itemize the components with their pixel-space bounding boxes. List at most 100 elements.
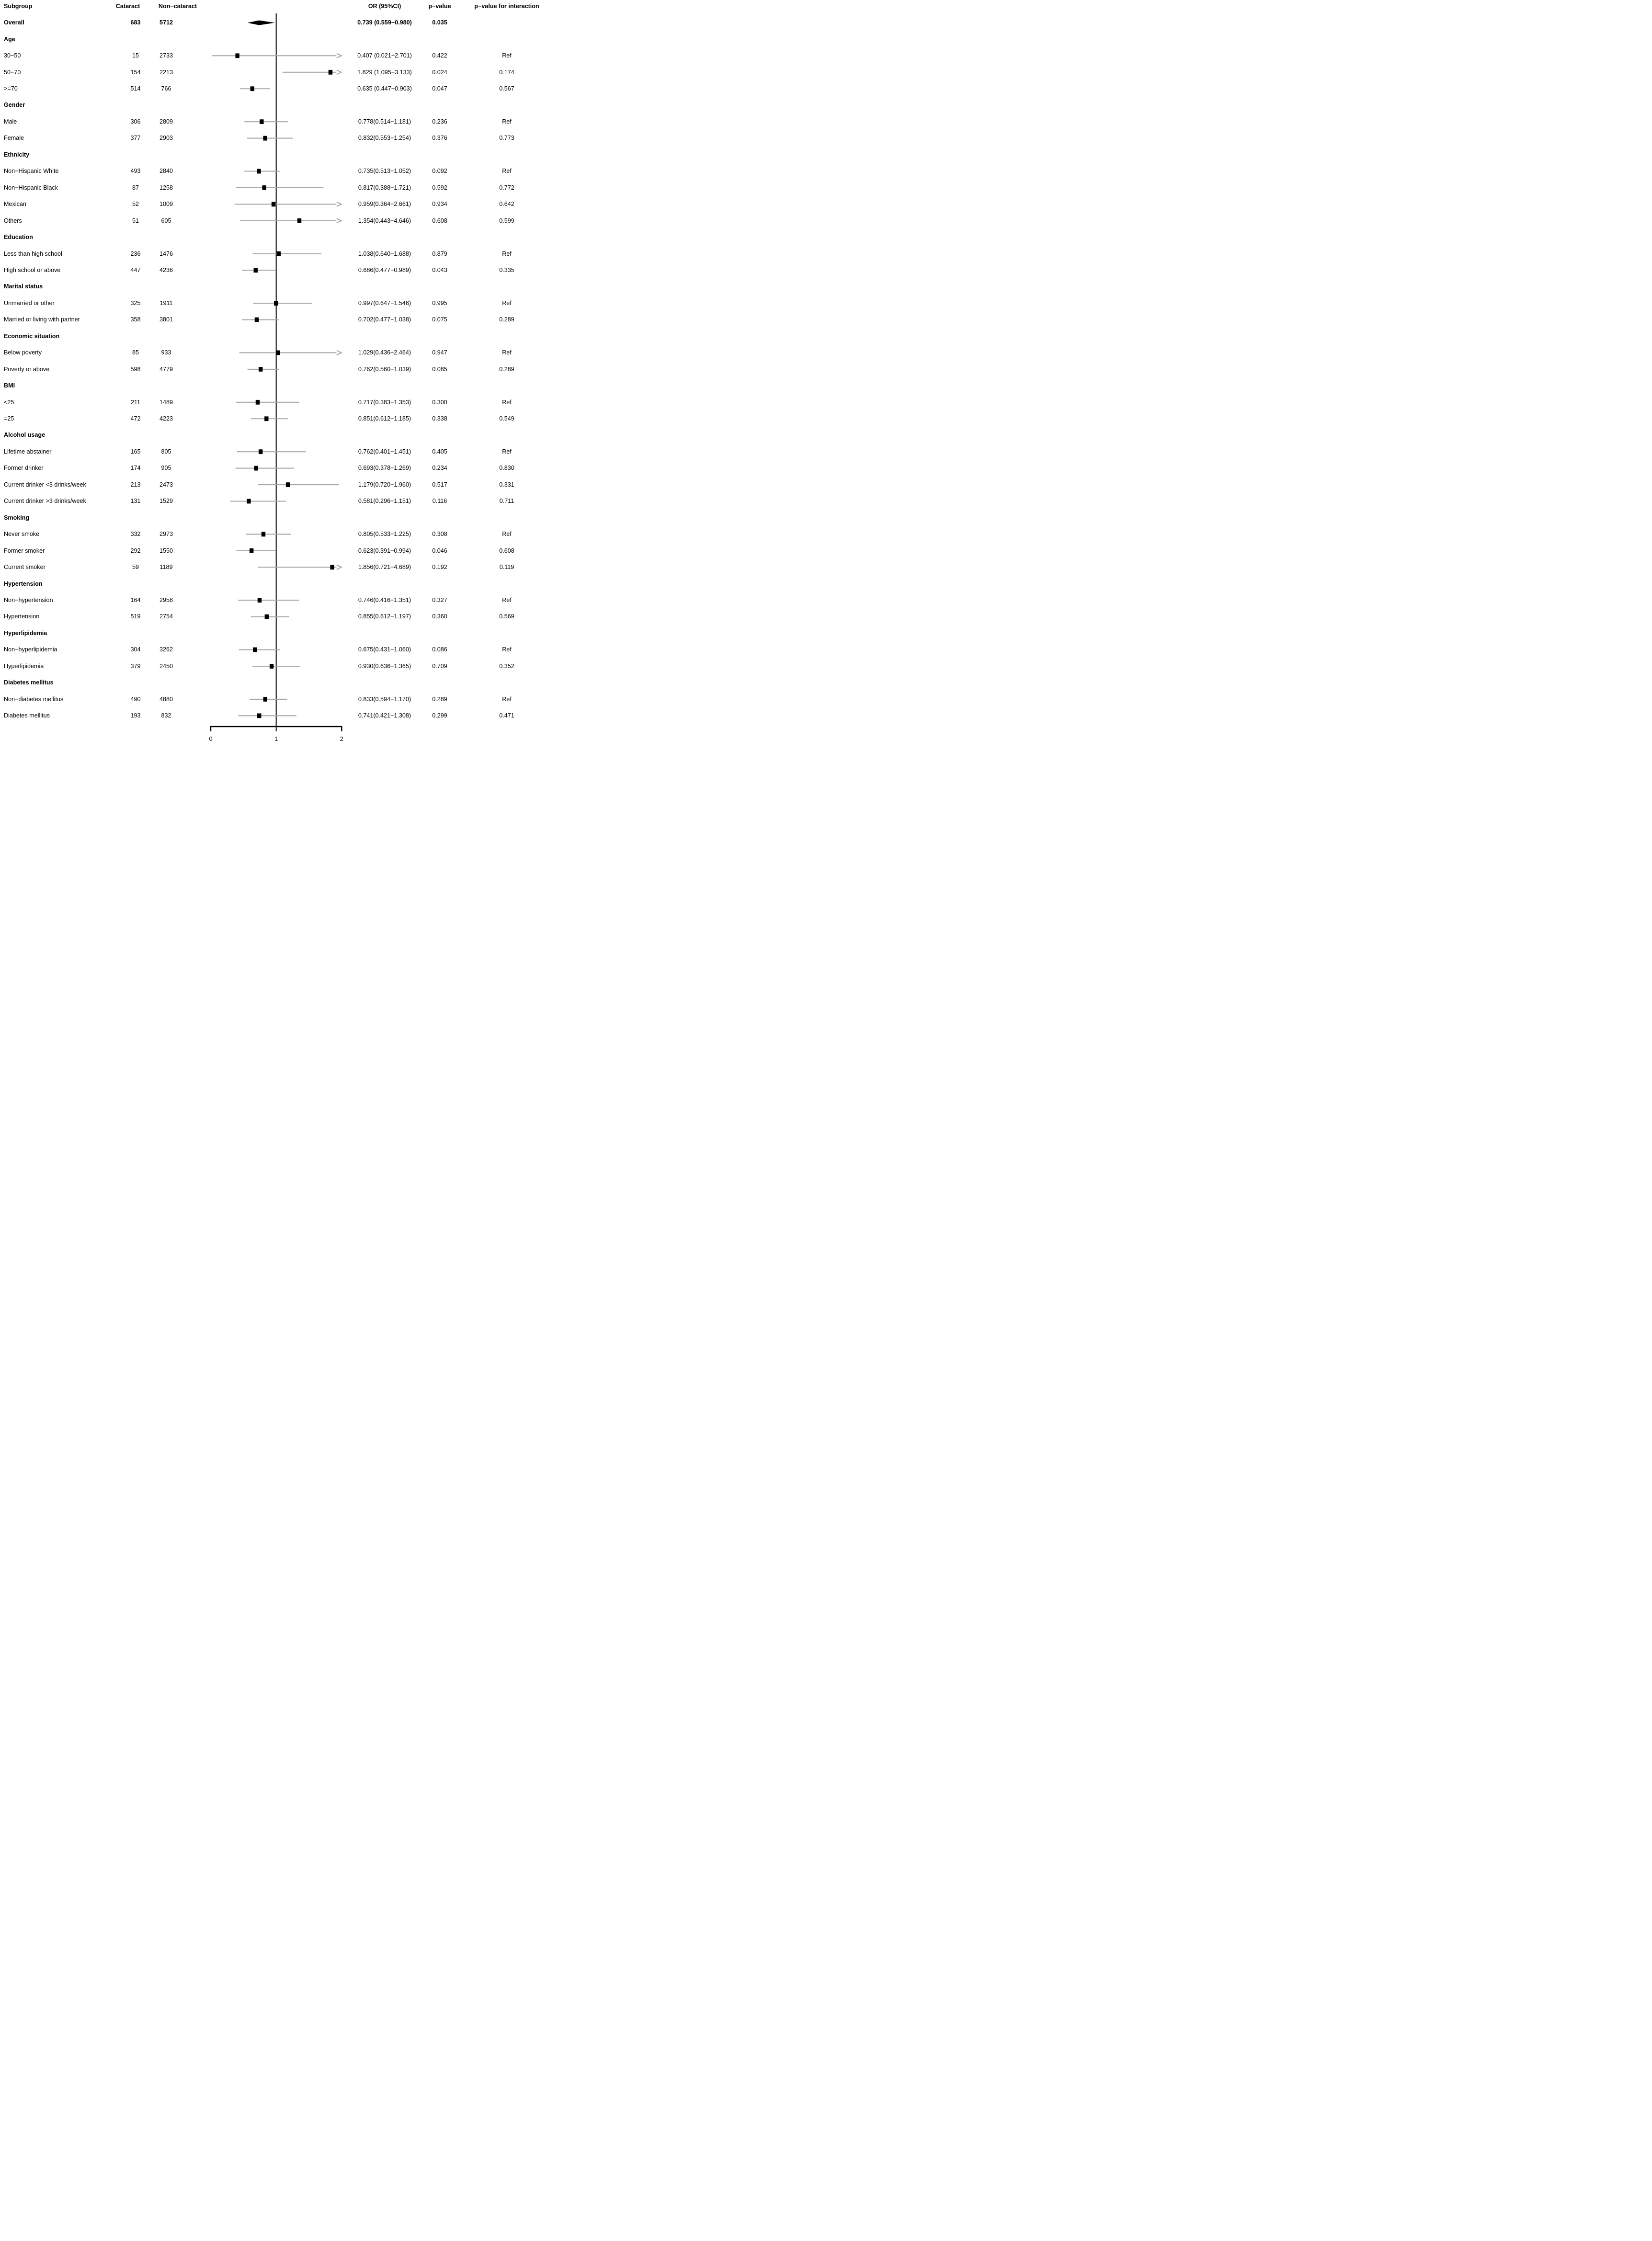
- cataract-count: 379: [130, 662, 141, 670]
- or-square-marker: [254, 317, 259, 322]
- row-label: Gender: [4, 102, 25, 109]
- arrow-right-icon: [336, 218, 343, 224]
- row-label: =25: [4, 415, 14, 422]
- row-label: Former drinker: [4, 465, 44, 472]
- or-ci-value: 0.675(0.431−1.060): [358, 646, 411, 653]
- or-square-marker: [235, 53, 239, 58]
- p-interaction-value: 0.289: [499, 365, 514, 373]
- row-label: Hyperlipidemia: [4, 629, 47, 637]
- p-interaction-value: Ref: [502, 695, 512, 703]
- cataract-count: 211: [130, 398, 141, 406]
- p-interaction-value: 0.174: [499, 68, 514, 76]
- row-label: Age: [4, 35, 15, 43]
- cataract-count: 131: [130, 498, 141, 505]
- or-ci-value: 1.856(0.721−4.689): [358, 564, 411, 571]
- cataract-count: 358: [130, 316, 141, 323]
- row-label: Lifetime abstainer: [4, 448, 52, 455]
- p-value: 0.236: [432, 118, 447, 125]
- non-cataract-count: 1258: [159, 184, 173, 191]
- or-ci-value: 0.717(0.383−1.353): [358, 398, 411, 406]
- x-axis-tick-label: 0: [209, 736, 213, 742]
- non-cataract-count: 4223: [159, 415, 173, 422]
- cataract-count: 292: [130, 547, 141, 554]
- p-interaction-value: Ref: [502, 168, 512, 175]
- p-value: 0.046: [432, 547, 447, 554]
- column-header-p-value: p−value: [428, 3, 451, 10]
- row-label: Unmarried or other: [4, 299, 55, 307]
- row-label: Smoking: [4, 514, 30, 521]
- or-square-marker: [328, 69, 333, 75]
- cataract-count: 87: [132, 184, 139, 191]
- or-square-marker: [263, 697, 268, 702]
- cataract-count: 304: [130, 646, 141, 653]
- or-ci-value: 1.029(0.436−2.464): [358, 349, 411, 356]
- arrow-right-icon: [336, 53, 343, 58]
- non-cataract-count: 766: [161, 85, 171, 92]
- row-label: Marital status: [4, 283, 43, 290]
- or-square-marker: [285, 482, 290, 487]
- non-cataract-count: 832: [161, 712, 171, 719]
- non-cataract-count: 605: [161, 217, 171, 224]
- p-value: 0.092: [432, 168, 447, 175]
- or-square-marker: [271, 202, 276, 207]
- cataract-count: 236: [130, 250, 141, 257]
- cataract-count: 306: [130, 118, 141, 125]
- p-value: 0.075: [432, 316, 447, 323]
- p-interaction-value: Ref: [502, 398, 512, 406]
- row-label: Never smoke: [4, 531, 40, 538]
- row-label: Hyperlipidemia: [4, 662, 44, 670]
- non-cataract-count: 905: [161, 465, 171, 472]
- p-value: 0.376: [432, 135, 447, 142]
- row-label: >=70: [4, 85, 18, 92]
- row-label: Below poverty: [4, 349, 42, 356]
- p-value: 0.192: [432, 564, 447, 571]
- cataract-count: 519: [130, 613, 141, 620]
- or-square-marker: [297, 218, 302, 223]
- x-axis-tick-label: 1: [274, 736, 278, 742]
- arrow-right-icon: [336, 201, 343, 207]
- or-square-marker: [264, 614, 269, 619]
- p-interaction-value: 0.289: [499, 316, 514, 323]
- or-square-marker: [330, 565, 334, 570]
- or-ci-value: 0.702(0.477−1.038): [358, 316, 411, 323]
- row-label: Diabetes mellitus: [4, 679, 54, 686]
- column-header-subgroup: Subgroup: [4, 3, 33, 10]
- arrow-right-icon: [336, 564, 343, 570]
- or-ci-value: 0.805(0.533−1.225): [358, 531, 411, 538]
- p-interaction-value: 0.549: [499, 415, 514, 422]
- non-cataract-count: 4236: [159, 266, 173, 273]
- p-interaction-value: 0.352: [499, 662, 514, 670]
- non-cataract-count: 3262: [159, 646, 173, 653]
- row-label: Current drinker >3 drinks/week: [4, 498, 86, 505]
- row-label: Male: [4, 118, 17, 125]
- row-label: Poverty or above: [4, 365, 50, 373]
- cataract-count: 193: [130, 712, 141, 719]
- or-ci-value: 0.623(0.391−0.994): [358, 547, 411, 554]
- non-cataract-count: 1911: [160, 299, 173, 307]
- cataract-count: 447: [130, 266, 141, 273]
- row-label: Alcohol usage: [4, 432, 46, 439]
- or-square-marker: [255, 399, 260, 405]
- or-square-marker: [261, 532, 266, 537]
- or-square-marker: [257, 169, 261, 174]
- p-interaction-value: Ref: [502, 52, 512, 59]
- x-axis-tick-label: 2: [340, 736, 343, 742]
- or-square-marker: [253, 268, 258, 273]
- or-ci-value: 0.407 (0.021−2.701): [357, 52, 412, 59]
- p-value: 0.043: [432, 266, 447, 273]
- cataract-count: 85: [132, 349, 139, 356]
- cataract-count: 164: [130, 596, 141, 603]
- non-cataract-count: 2473: [159, 481, 173, 488]
- row-label: Ethnicity: [4, 151, 30, 158]
- cataract-count: 683: [130, 19, 141, 26]
- or-square-marker: [269, 664, 274, 669]
- cataract-count: 15: [132, 52, 139, 59]
- cataract-count: 598: [130, 365, 141, 373]
- or-ci-value: 1.038(0.640−1.688): [358, 250, 411, 257]
- or-square-marker: [276, 251, 281, 256]
- p-interaction-value: Ref: [502, 299, 512, 307]
- non-cataract-count: 4779: [159, 365, 173, 373]
- p-value: 0.995: [432, 299, 447, 307]
- non-cataract-count: 1189: [160, 564, 173, 571]
- p-interaction-value: 0.608: [499, 547, 514, 554]
